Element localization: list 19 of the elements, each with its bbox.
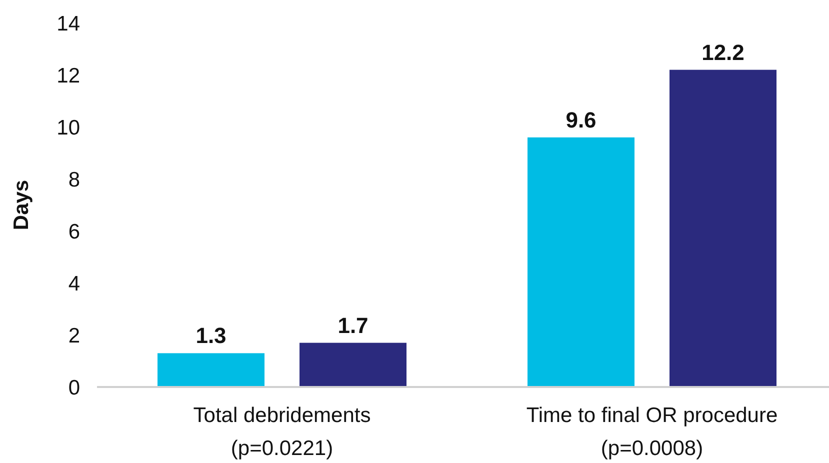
x-tick-label: Total debridements (p=0.0221) — [193, 404, 371, 460]
y-tick-label: 2 — [68, 324, 80, 348]
y-axis-title: Days — [10, 180, 33, 230]
y-tick-label: 14 — [56, 12, 80, 36]
y-tick-label: 6 — [68, 220, 80, 244]
bar — [528, 137, 634, 387]
y-tick-label: 4 — [68, 272, 80, 296]
data-label: 9.6 — [566, 107, 596, 132]
y-tick-label: 12 — [56, 64, 80, 88]
y-tick-label: 0 — [68, 376, 80, 400]
y-tick-label: 8 — [68, 168, 80, 192]
data-label: 12.2 — [702, 40, 744, 65]
y-tick-label: 10 — [56, 116, 80, 140]
bar — [670, 70, 776, 387]
bar — [300, 342, 406, 387]
data-label: 1.7 — [338, 312, 368, 338]
x-tick-label: Time to final OR procedure (p=0.0008) — [526, 404, 778, 460]
bar — [158, 353, 264, 387]
data-label: 1.3 — [196, 323, 226, 348]
